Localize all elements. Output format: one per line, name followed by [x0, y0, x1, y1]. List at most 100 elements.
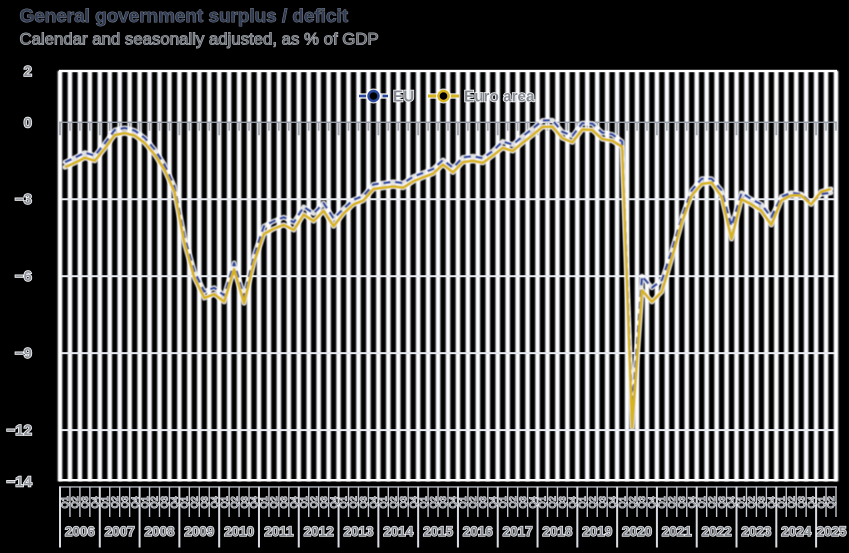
- svg-text:2006: 2006: [65, 524, 96, 539]
- svg-text:Q4: Q4: [448, 496, 458, 508]
- svg-text:Q2: Q2: [588, 496, 598, 508]
- svg-text:Q2: Q2: [627, 496, 637, 508]
- svg-text:Q2: Q2: [826, 496, 836, 508]
- svg-text:−3: −3: [15, 191, 32, 208]
- svg-text:Q1: Q1: [578, 496, 588, 508]
- svg-text:General government surplus / d: General government surplus / deficit: [20, 6, 349, 27]
- svg-text:2025: 2025: [816, 524, 847, 539]
- svg-text:Q4: Q4: [528, 496, 538, 508]
- svg-text:Q3: Q3: [717, 496, 727, 508]
- svg-text:Q4: Q4: [170, 496, 180, 508]
- svg-text:Q1: Q1: [100, 496, 110, 508]
- svg-text:Q2: Q2: [70, 496, 80, 508]
- svg-text:Q4: Q4: [767, 496, 777, 508]
- svg-text:Calendar and seasonally adjust: Calendar and seasonally adjusted, as % o…: [20, 30, 379, 49]
- svg-text:2007: 2007: [105, 524, 135, 539]
- svg-text:Q4: Q4: [130, 496, 140, 508]
- svg-text:Q3: Q3: [597, 496, 607, 508]
- svg-text:Q3: Q3: [319, 496, 329, 508]
- svg-text:Q1: Q1: [140, 496, 150, 508]
- svg-text:2016: 2016: [463, 524, 494, 539]
- svg-text:Q3: Q3: [518, 496, 528, 508]
- svg-text:2018: 2018: [542, 524, 573, 539]
- svg-text:0: 0: [24, 114, 32, 131]
- svg-text:Q2: Q2: [508, 496, 518, 508]
- svg-text:Q2: Q2: [667, 496, 677, 508]
- svg-text:Q1: Q1: [777, 496, 787, 508]
- svg-text:2014: 2014: [383, 524, 414, 539]
- svg-text:Q4: Q4: [369, 496, 379, 508]
- svg-text:Q1: Q1: [697, 496, 707, 508]
- svg-text:Q1: Q1: [259, 496, 269, 508]
- svg-text:2023: 2023: [741, 524, 772, 539]
- svg-text:Q3: Q3: [438, 496, 448, 508]
- svg-text:Q4: Q4: [249, 496, 259, 508]
- svg-text:Q2: Q2: [269, 496, 279, 508]
- svg-text:−12: −12: [7, 422, 32, 439]
- svg-text:Q1: Q1: [379, 496, 389, 508]
- svg-text:Q4: Q4: [687, 496, 697, 508]
- svg-text:Q4: Q4: [209, 496, 219, 508]
- svg-text:Q2: Q2: [548, 496, 558, 508]
- svg-text:Q1: Q1: [737, 496, 747, 508]
- svg-text:2008: 2008: [144, 524, 175, 539]
- svg-text:2020: 2020: [622, 524, 652, 539]
- svg-text:Q4: Q4: [90, 496, 100, 508]
- svg-text:Q2: Q2: [468, 496, 478, 508]
- svg-text:Q2: Q2: [229, 496, 239, 508]
- svg-text:Q2: Q2: [786, 496, 796, 508]
- svg-text:Q2: Q2: [389, 496, 399, 508]
- svg-text:Q2: Q2: [428, 496, 438, 508]
- svg-text:Q3: Q3: [80, 496, 90, 508]
- svg-text:Q1: Q1: [418, 496, 428, 508]
- svg-text:Q2: Q2: [110, 496, 120, 508]
- svg-text:Q3: Q3: [239, 496, 249, 508]
- svg-text:Q1: Q1: [538, 496, 548, 508]
- svg-text:Q1: Q1: [180, 496, 190, 508]
- svg-text:−6: −6: [15, 268, 32, 285]
- svg-text:Q2: Q2: [150, 496, 160, 508]
- svg-text:Q3: Q3: [796, 496, 806, 508]
- svg-text:Q3: Q3: [279, 496, 289, 508]
- svg-text:Q2: Q2: [349, 496, 359, 508]
- svg-text:Euro area: Euro area: [464, 88, 535, 105]
- svg-text:2009: 2009: [184, 524, 214, 539]
- svg-text:Q3: Q3: [160, 496, 170, 508]
- svg-text:Q1: Q1: [219, 496, 229, 508]
- svg-text:Q1: Q1: [816, 496, 826, 508]
- svg-text:2017: 2017: [503, 524, 533, 539]
- svg-text:Q4: Q4: [568, 496, 578, 508]
- svg-text:Q2: Q2: [309, 496, 319, 508]
- svg-text:Q3: Q3: [398, 496, 408, 508]
- svg-text:2021: 2021: [662, 524, 693, 539]
- svg-text:Q4: Q4: [806, 496, 816, 508]
- svg-text:Q4: Q4: [408, 496, 418, 508]
- svg-text:Q1: Q1: [617, 496, 627, 508]
- svg-text:2011: 2011: [264, 524, 294, 539]
- svg-text:−14: −14: [7, 473, 33, 490]
- svg-text:2024: 2024: [781, 524, 812, 539]
- svg-text:Q4: Q4: [647, 496, 657, 508]
- svg-text:Q4: Q4: [607, 496, 617, 508]
- svg-text:Q4: Q4: [329, 496, 339, 508]
- svg-text:Q2: Q2: [707, 496, 717, 508]
- svg-text:Q2: Q2: [190, 496, 200, 508]
- svg-text:Q1: Q1: [657, 496, 667, 508]
- svg-text:Q1: Q1: [339, 496, 349, 508]
- svg-text:Q4: Q4: [727, 496, 737, 508]
- svg-text:Q1: Q1: [498, 496, 508, 508]
- svg-text:Q4: Q4: [289, 496, 299, 508]
- svg-text:Q3: Q3: [120, 496, 130, 508]
- svg-text:−9: −9: [15, 345, 32, 362]
- svg-text:2012: 2012: [304, 524, 334, 539]
- svg-text:Q3: Q3: [200, 496, 210, 508]
- svg-text:2010: 2010: [224, 524, 254, 539]
- svg-text:Q3: Q3: [558, 496, 568, 508]
- svg-text:Q1: Q1: [60, 496, 70, 508]
- svg-text:Q3: Q3: [478, 496, 488, 508]
- svg-text:Q1: Q1: [299, 496, 309, 508]
- svg-text:Q3: Q3: [637, 496, 647, 508]
- svg-text:Q3: Q3: [677, 496, 687, 508]
- svg-text:Q4: Q4: [488, 496, 498, 508]
- svg-text:Q2: Q2: [747, 496, 757, 508]
